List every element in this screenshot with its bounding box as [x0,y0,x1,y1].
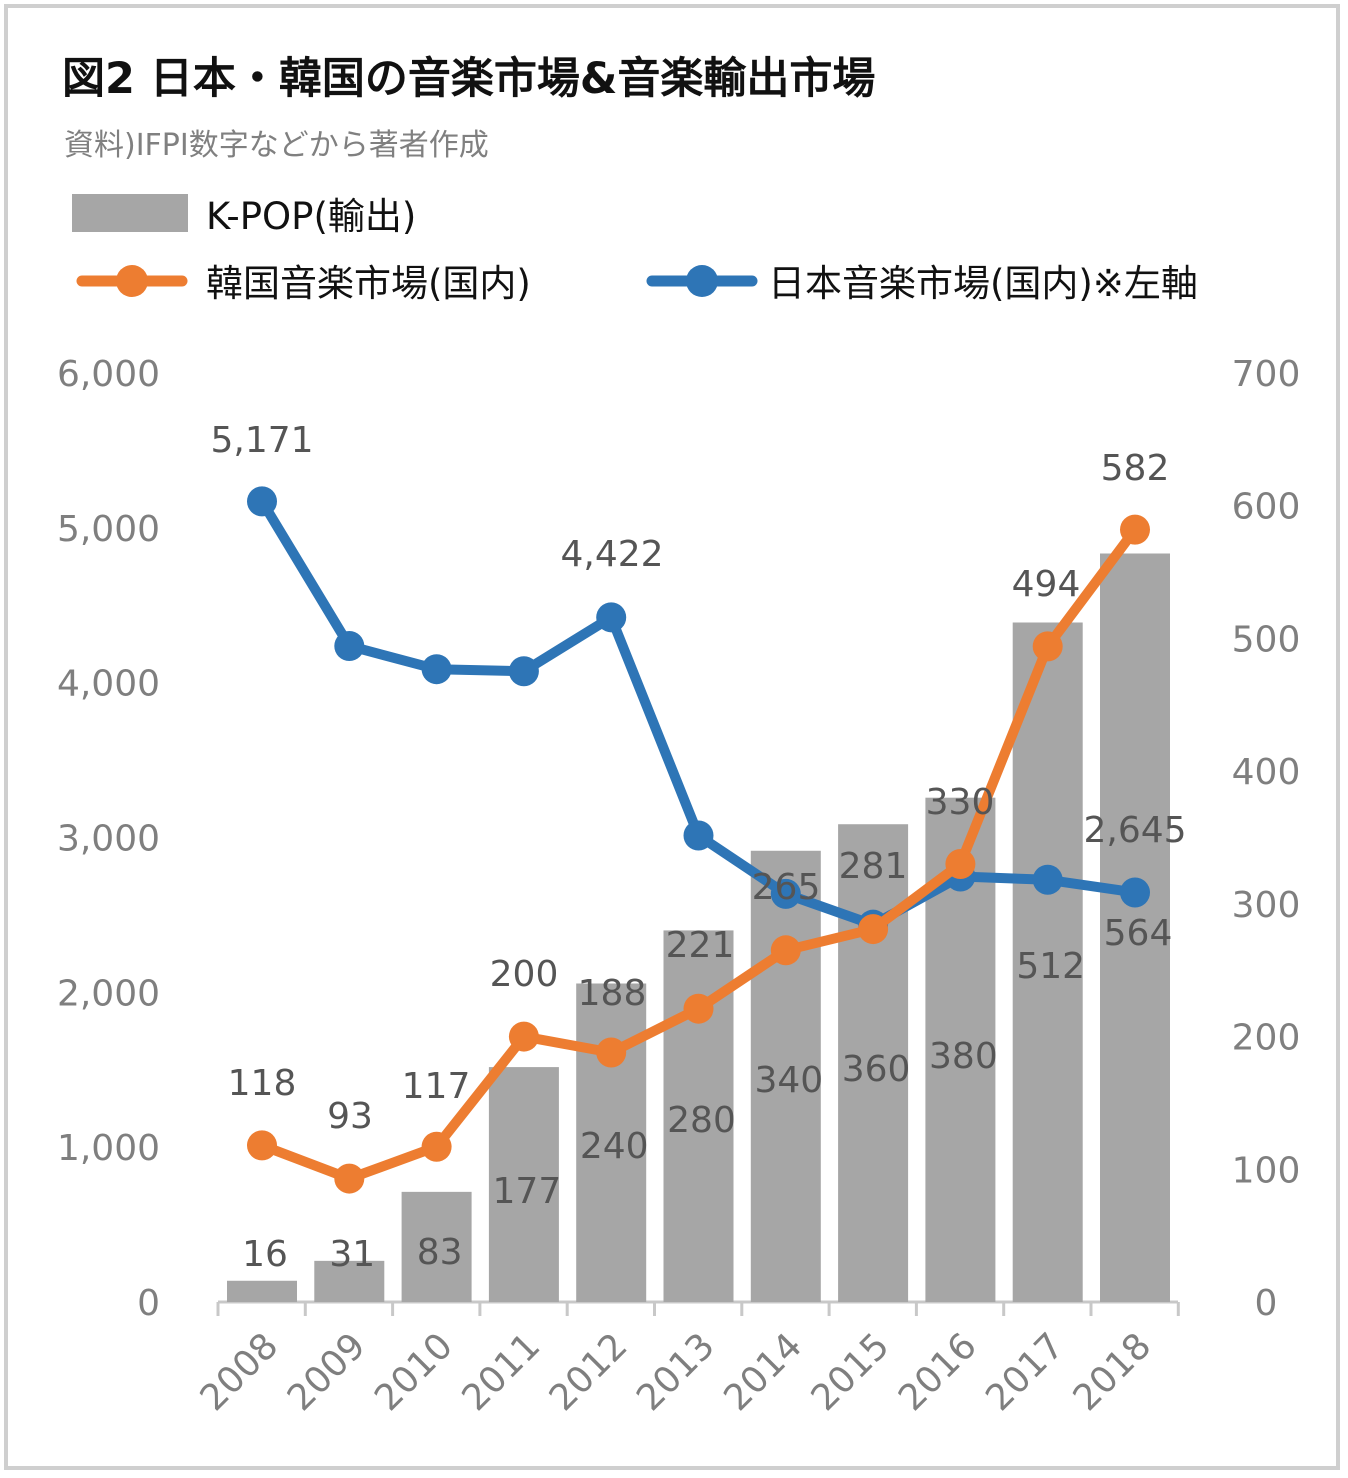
series-marker [683,993,714,1024]
legend: K-POP(輸出) 韓国音楽市場(国内) 日本音楽市場(国内)※左軸 [72,194,1198,305]
y-right-tick-label: 400 [1232,752,1301,793]
y-left-tick-label: 1,000 [57,1128,160,1169]
series-marker [945,849,976,880]
line-data-label: 221 [666,925,735,966]
x-tick-label: 2014 [716,1325,810,1419]
line-data-label: 4,422 [560,534,663,575]
bar-data-label: 360 [842,1049,911,1090]
bar-data-label: 177 [493,1171,562,1212]
x-tick-label: 2011 [454,1325,548,1419]
series-line [257,496,1140,930]
lines [247,486,1150,1194]
y-right-tick-label: 0 [1255,1283,1278,1324]
line-labels: 5,171 4,422 2,645 118 93 117 200 188 221 265 281 33… [210,420,1186,1137]
y-left-tick-label: 2,000 [57,973,160,1014]
bar [314,1260,385,1302]
bar [227,1280,297,1302]
line-data-label: 2,645 [1083,810,1186,851]
line-data-label: 117 [402,1066,471,1107]
x-tick-label: 2012 [542,1325,636,1419]
y-left-tick-label: 5,000 [57,509,160,550]
bar [750,850,821,1302]
x-tick-label: 2018 [1066,1325,1160,1419]
bar [1100,553,1170,1302]
y-left-tick-label: 6,000 [57,354,160,395]
line-data-label: 188 [578,973,647,1014]
series-marker [1120,514,1150,545]
x-tick-label: 2010 [367,1325,461,1419]
series-marker [596,602,627,633]
legend-marker-korea [116,265,148,297]
series-marker [1120,877,1150,908]
y-left-tick-label: 0 [137,1283,160,1324]
legend-label-japan: 日本音楽市場(国内)※左軸 [768,262,1198,305]
series-marker [247,1130,277,1161]
chart-title: 図2 日本・韓国の音楽市場&音楽輸出市場 [62,54,876,104]
y-right-tick-label: 300 [1232,885,1301,926]
bar-labels: 16 31 83 177 240 280 340 360 380 512 564 [242,913,1172,1275]
series-marker [247,486,277,517]
x-tick-label: 2009 [280,1325,374,1419]
y-right-tick-label: 200 [1232,1018,1301,1059]
bar [401,1191,472,1302]
line-data-label: 93 [327,1096,373,1137]
bar-data-label: 16 [242,1234,288,1275]
chart-subtitle: 資料)IFPI数字などから著者作成 [64,128,489,163]
series-marker [334,1163,365,1194]
y-right-tick-label: 700 [1232,354,1301,395]
y-left-tick-label: 3,000 [57,819,160,860]
bar [1012,622,1083,1302]
series-marker [421,654,452,685]
series-marker [1032,864,1063,895]
bar-data-label: 340 [754,1060,823,1101]
line-data-label: 200 [490,954,559,995]
bar-data-label: 83 [417,1232,463,1273]
series-marker [770,878,801,909]
x-tick-label: 2008 [193,1325,287,1419]
y-right-tick-label: 500 [1232,619,1301,660]
legend-label-kpop: K-POP(輸出) [206,195,416,238]
legend-label-korea: 韓国音楽市場(国内) [206,262,531,305]
bar [838,824,909,1302]
series-marker [421,1131,452,1162]
bar-data-label: 564 [1104,913,1173,954]
y-left-tick-label: 4,000 [57,664,160,705]
x-tick-label: 2015 [804,1325,898,1419]
legend-marker-japan [686,265,718,297]
legend-swatch-kpop [72,194,188,232]
series-marker [858,914,889,945]
y-right-tick-label: 100 [1232,1150,1301,1191]
series-marker [334,630,365,661]
bar-data-label: 280 [667,1100,736,1141]
x-tick-label: 2017 [978,1325,1072,1419]
line-data-label: 330 [926,782,995,823]
line-data-label: 494 [1012,564,1081,605]
series-marker [508,656,539,687]
bar-data-label: 240 [580,1126,649,1167]
x-tick-label: 2013 [629,1325,723,1419]
bar-data-label: 512 [1016,946,1085,987]
bar-data-label: 31 [329,1234,375,1275]
line-data-label: 265 [752,867,821,908]
series-marker [770,935,801,966]
bar-data-label: 380 [929,1036,998,1077]
series-marker [596,1037,627,1068]
line-data-label: 582 [1101,448,1170,489]
x-tick-label: 2016 [891,1325,985,1419]
line-data-label: 281 [839,846,908,887]
series-marker [508,1021,539,1052]
y-right-tick-label: 600 [1232,487,1301,528]
line-data-label: 5,171 [210,420,313,461]
series-marker [683,820,714,851]
bar [488,1067,559,1302]
series-marker [1032,631,1063,662]
line-data-label: 118 [228,1063,297,1104]
